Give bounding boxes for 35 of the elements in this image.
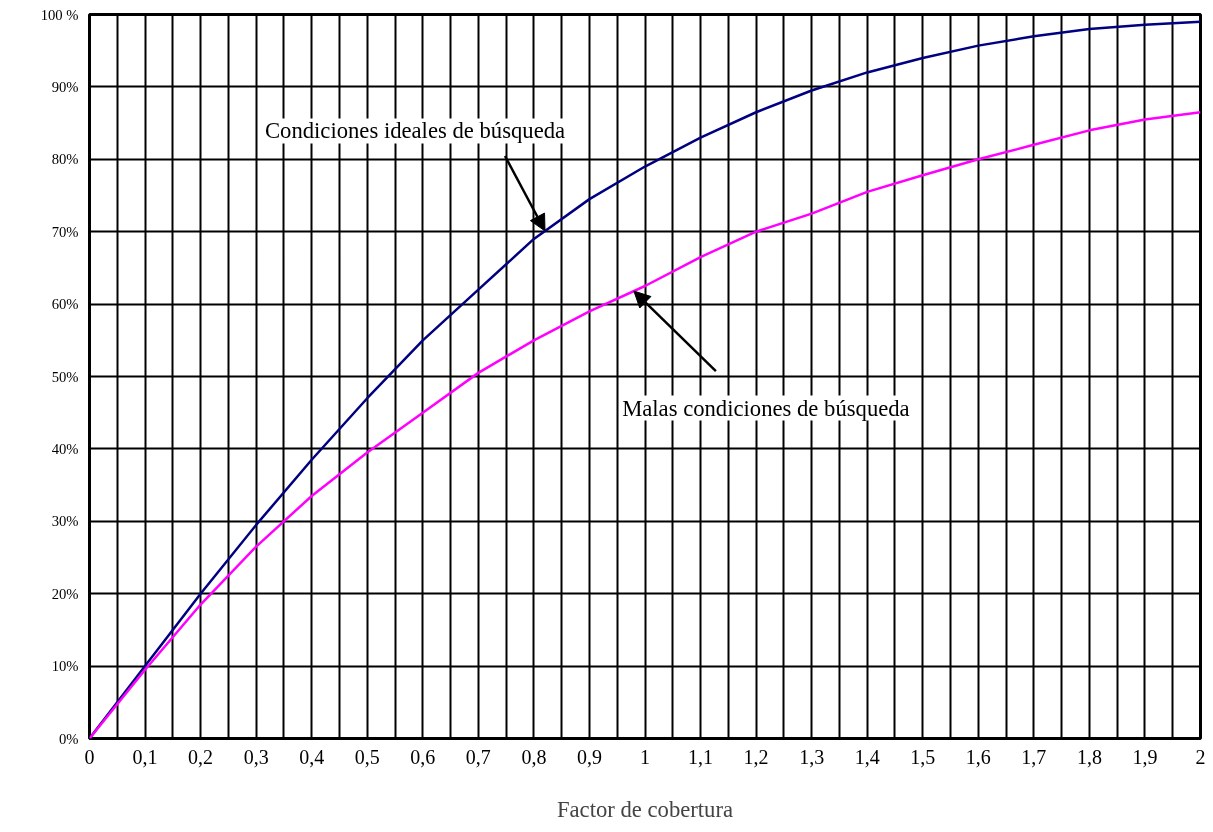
- x-tick-label: 0,7: [465, 745, 491, 768]
- x-tick-label: 1: [640, 745, 650, 768]
- x-tick-label: 0,3: [243, 745, 269, 768]
- y-tick-label: 90%: [51, 78, 79, 95]
- x-tick-label: 1,5: [910, 745, 936, 768]
- y-tick-label: 10%: [51, 658, 79, 675]
- x-tick-label: 0,9: [576, 745, 602, 768]
- x-tick-label: 0,5: [354, 745, 380, 768]
- x-tick-label: 1,9: [1132, 745, 1158, 768]
- x-tick-label: 0,4: [299, 745, 325, 768]
- annotation: Malas condiciones de búsqueda: [622, 395, 910, 421]
- x-tick-label: 0,2: [188, 745, 214, 768]
- y-tick-label: 100 %: [40, 6, 79, 23]
- annotation: Condiciones ideales de búsqueda: [264, 118, 566, 144]
- x-tick-label: 0,6: [410, 745, 436, 768]
- y-tick-label: 50%: [51, 368, 79, 385]
- y-tick-label: 40%: [51, 440, 79, 457]
- y-tick-label: 20%: [51, 585, 79, 602]
- x-tick-label: 1,4: [854, 745, 880, 768]
- x-tick-label: 1,6: [965, 745, 991, 768]
- y-tick-label: 30%: [51, 513, 79, 530]
- x-tick-label: 2: [1195, 745, 1206, 768]
- y-tick-label: 60%: [51, 296, 79, 313]
- x-tick-label: 1,3: [799, 745, 825, 768]
- y-tick-label: 0%: [58, 730, 79, 747]
- y-tick-label: 80%: [51, 151, 79, 168]
- x-axis-title: Factor de cobertura: [556, 796, 734, 822]
- x-tick-label: 1,2: [743, 745, 769, 768]
- y-tick-label: 70%: [51, 223, 79, 240]
- x-tick-label: 1,8: [1076, 745, 1102, 768]
- x-tick-label: 1,7: [1021, 745, 1047, 768]
- x-tick-label: 0: [84, 745, 95, 768]
- x-tick-label: 0,8: [521, 745, 547, 768]
- x-tick-label: 1,1: [688, 745, 714, 768]
- x-tick-label: 0,1: [132, 745, 158, 768]
